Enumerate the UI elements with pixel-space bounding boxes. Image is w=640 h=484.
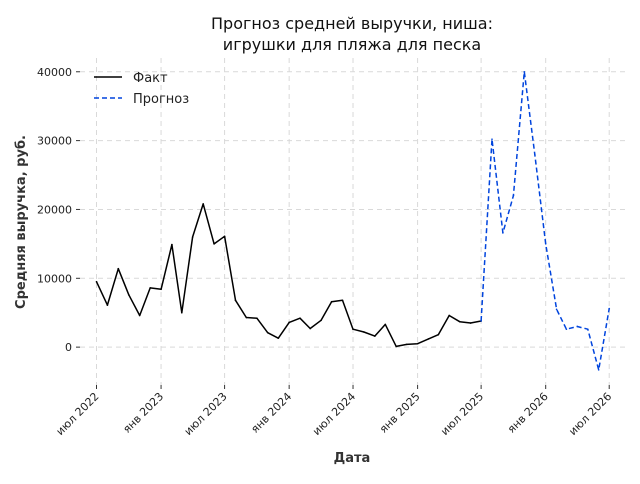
axes: 0 10000 20000 30000 40000 июл 2022 янв 2023 июл… [37, 66, 614, 438]
actual-series-point [320, 319, 322, 322]
x-tick-label: июл 2022 [54, 390, 102, 438]
actual-series-point [341, 299, 344, 302]
forecast-series-point [597, 369, 600, 371]
actual-series-point [299, 317, 301, 320]
legend-label-actual: Факт [133, 71, 168, 86]
actual-series-point [202, 203, 204, 205]
actual-series-point [437, 333, 440, 336]
actual-series-point [234, 299, 237, 302]
legend: Факт Прогноз [94, 71, 189, 107]
forecast-series-point [587, 328, 589, 331]
y-axis-label: Средняя выручка, руб. [14, 135, 29, 309]
forecast-series-point [491, 138, 493, 141]
x-tick-label: июл 2023 [182, 390, 230, 438]
actual-series-point [373, 335, 376, 337]
actual-series-point [191, 236, 194, 238]
actual-series-point [95, 280, 98, 283]
forecast-series-point [502, 232, 504, 234]
actual-series-point [277, 337, 280, 339]
actual-series-point [171, 243, 173, 246]
actual-series-point [149, 287, 151, 289]
actual-series-point [117, 267, 120, 270]
y-tick-label: 0 [65, 341, 72, 354]
actual-series-point [266, 331, 269, 334]
forecast-series-point [608, 307, 611, 310]
x-tick-label: янв 2023 [120, 390, 166, 436]
x-tick-label: июл 2025 [438, 390, 486, 438]
y-tick-label: 20000 [37, 203, 72, 216]
actual-series-point [395, 345, 397, 348]
grid [80, 58, 625, 385]
forecast-series-line [480, 71, 610, 371]
actual-series-point [330, 300, 333, 303]
forecast-series-point [512, 194, 515, 197]
x-tick-label: июл 2024 [310, 390, 358, 438]
forecast-series-point [523, 70, 526, 73]
actual-series-point [127, 294, 130, 296]
forecast-series-point [544, 243, 547, 245]
actual-series-point [213, 243, 215, 245]
chart-title-line-2: игрушки для пляжа для песка [223, 35, 481, 54]
y-tick-label: 40000 [37, 66, 72, 79]
forecast-series-point [576, 325, 579, 328]
legend-label-forecast: Прогноз [133, 92, 189, 107]
x-tick-label: янв 2024 [248, 390, 294, 436]
y-tick-label: 30000 [37, 135, 72, 148]
actual-series-point [180, 311, 183, 314]
actual-series-point [448, 314, 450, 317]
actual-series-point [469, 322, 472, 324]
actual-series-point [309, 327, 312, 330]
chart-title-line-1: Прогноз средней выручки, ниша: [211, 14, 493, 33]
actual-series-point [416, 342, 419, 345]
actual-series-point [363, 331, 365, 333]
actual-series-point [288, 321, 290, 324]
x-tick-label: янв 2025 [377, 390, 423, 436]
forecast-series-point [555, 308, 558, 311]
actual-series-point [256, 317, 258, 320]
x-tick-label: июл 2026 [566, 390, 614, 438]
actual-series-point [223, 235, 226, 238]
x-axis-label: Дата [334, 451, 371, 466]
actual-series-point [352, 328, 354, 331]
forecast-series-point [534, 153, 536, 156]
forecast-series-point [565, 328, 568, 331]
x-tick-label: янв 2026 [505, 390, 551, 436]
actual-series-point [405, 343, 408, 346]
series-layer [95, 70, 611, 371]
forecast-series-point [480, 320, 482, 322]
actual-series-point [245, 316, 248, 319]
y-tick-label: 10000 [37, 272, 72, 285]
actual-series-point [106, 304, 109, 306]
actual-series-point [160, 288, 162, 291]
actual-series-point [138, 314, 141, 317]
chart-title: Прогноз средней выручки, ниша: игрушки д… [211, 14, 493, 54]
actual-series-point [427, 338, 430, 340]
actual-series-point [458, 320, 461, 323]
actual-series-point [384, 323, 387, 326]
